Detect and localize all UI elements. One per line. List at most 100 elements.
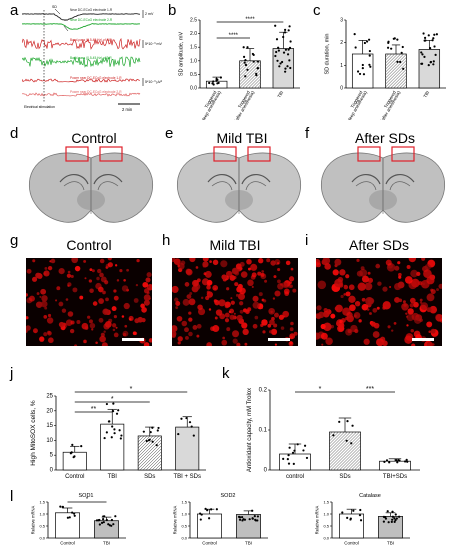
- cell: [175, 306, 179, 309]
- data-point: [351, 424, 354, 427]
- data-point: [253, 515, 256, 518]
- data-point: [396, 60, 399, 63]
- cell: [439, 318, 442, 323]
- cell: [237, 283, 243, 290]
- cell: [230, 297, 233, 300]
- cell: [172, 325, 178, 333]
- data-point: [242, 518, 245, 521]
- data-point: [289, 40, 292, 43]
- x-tick-label: TBI: [276, 90, 284, 99]
- bar-hatch: [239, 66, 261, 88]
- trace-unit-1: 2 mV: [145, 12, 154, 16]
- bar: [279, 453, 311, 471]
- brain-slice: [28, 146, 154, 223]
- data-point: [254, 519, 257, 522]
- data-point: [246, 46, 249, 49]
- cell: [172, 258, 176, 263]
- data-point: [276, 59, 279, 62]
- x-tick-label: Control: [65, 474, 84, 480]
- cell: [325, 337, 333, 345]
- data-point: [432, 37, 435, 40]
- y-tick-label: 20: [46, 408, 53, 414]
- bar: [55, 512, 80, 539]
- cell: [236, 342, 241, 346]
- bar-hatch: [329, 433, 361, 466]
- bar-hatch: [137, 435, 154, 452]
- data-point: [359, 519, 363, 522]
- trace-line-6: [22, 92, 141, 97]
- bar-hatch: [393, 75, 407, 89]
- cell: [355, 303, 358, 307]
- cell: [148, 338, 152, 343]
- y-tick-label: 0.5: [181, 524, 187, 529]
- cell: [99, 258, 105, 264]
- data-point: [283, 31, 287, 34]
- data-point: [287, 462, 291, 465]
- data-point: [387, 521, 390, 524]
- trace-label-3: Band-pass (0.5-45 Hz) of 1-R: [70, 38, 112, 42]
- cell: [47, 331, 52, 336]
- cell: [67, 270, 71, 274]
- cell: [234, 282, 239, 287]
- data-point: [332, 434, 335, 437]
- y-tick-label: 0.0: [190, 86, 197, 92]
- cell: [367, 277, 374, 284]
- y-tick-label: 1.0: [323, 512, 329, 517]
- data-point: [368, 49, 371, 53]
- data-point: [105, 518, 108, 522]
- y-axis-label: High MitoSOX cells, %: [30, 400, 37, 466]
- left-hemisphere: [28, 152, 92, 223]
- cell: [224, 318, 230, 323]
- cell: [101, 342, 108, 346]
- cell: [269, 319, 275, 326]
- x-tick-label: TBI: [108, 474, 118, 480]
- cell: [273, 323, 278, 328]
- data-point: [361, 63, 364, 67]
- cell: [354, 328, 359, 334]
- data-point: [115, 412, 119, 415]
- cell: [41, 295, 48, 302]
- data-point: [102, 521, 105, 524]
- cell: [419, 298, 423, 302]
- data-point: [429, 60, 433, 64]
- data-point: [199, 518, 202, 521]
- cell: [239, 309, 244, 314]
- cell: [133, 298, 139, 303]
- cell: [422, 282, 425, 286]
- hippocampus-right: [241, 174, 271, 185]
- y-axis-label: Relative mRNA: [173, 505, 178, 534]
- cell: [272, 297, 276, 300]
- cell: [411, 343, 416, 346]
- data-point: [427, 34, 430, 37]
- subchart-title: SOD1: [79, 493, 94, 499]
- data-point: [274, 24, 277, 27]
- bar-hatch: [239, 60, 258, 79]
- data-point: [435, 33, 438, 36]
- data-point: [349, 518, 352, 521]
- cell: [185, 268, 193, 276]
- y-tick-label: 0: [264, 468, 268, 474]
- cell: [278, 314, 284, 320]
- cell: [96, 276, 100, 281]
- roi-box-right: [99, 146, 123, 162]
- bar-hatch: [254, 81, 261, 89]
- cell: [428, 330, 431, 333]
- cell: [46, 317, 54, 324]
- cell: [239, 301, 244, 306]
- cell: [116, 279, 120, 282]
- cell: [67, 311, 74, 317]
- bar-hatch: [137, 435, 160, 458]
- cell: [320, 332, 328, 340]
- y-tick-label: 1.0: [39, 512, 45, 517]
- cell: [382, 301, 391, 310]
- cell: [250, 263, 258, 271]
- data-point: [107, 420, 111, 423]
- cell: [147, 285, 150, 289]
- cell: [235, 263, 242, 270]
- cell: [83, 259, 87, 263]
- data-point: [391, 510, 394, 513]
- cell: [277, 279, 281, 284]
- sd-event-label: SD: [52, 5, 57, 9]
- cell: [214, 316, 218, 320]
- cell: [83, 339, 87, 344]
